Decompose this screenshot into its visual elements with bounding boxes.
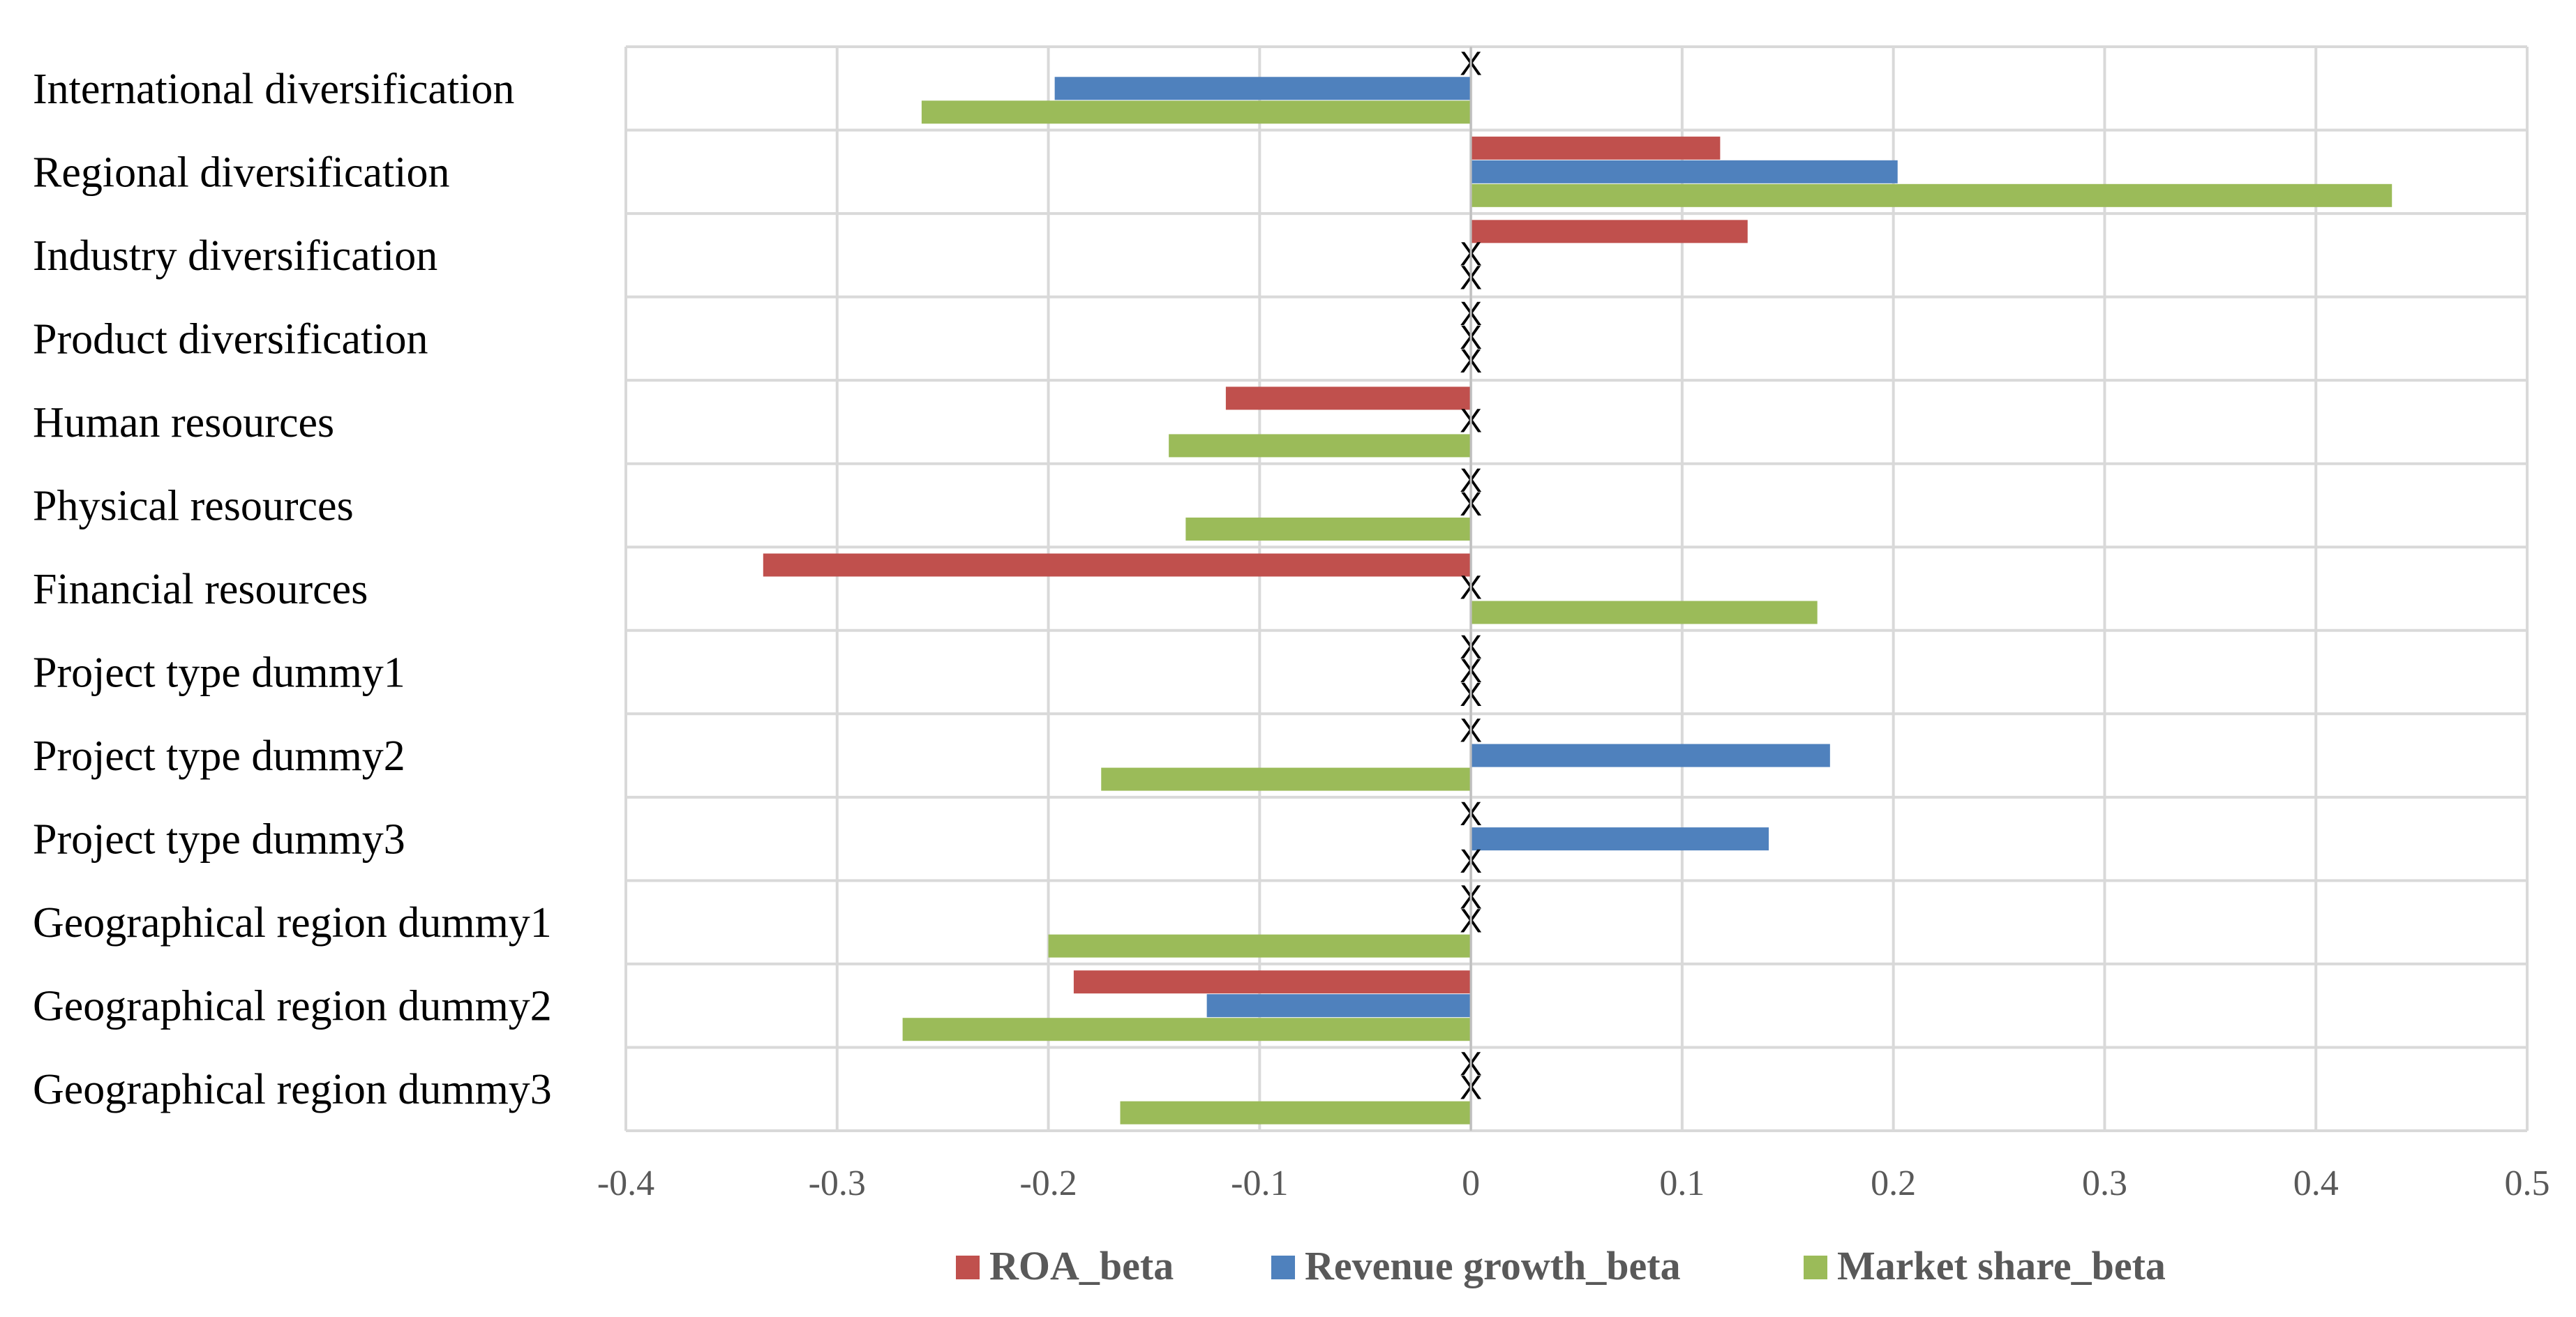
bar-market-share-beta (1471, 183, 2392, 207)
bar-market-share-beta (1048, 934, 1472, 958)
bar-market-share-beta (1185, 517, 1472, 541)
category-label: Physical resources (33, 482, 354, 529)
bar-roa-beta (763, 553, 1472, 577)
category-label: Project type dummy2 (33, 732, 405, 780)
category-label: Project type dummy1 (33, 649, 405, 697)
legend-swatch (1271, 1256, 1295, 1279)
category-label: Geographical region dummy1 (33, 899, 552, 947)
x-tick-label: 0.5 (2505, 1164, 2550, 1203)
bar-market-share-beta (902, 1018, 1472, 1041)
bar-market-share-beta (1169, 434, 1472, 458)
category-label: Geographical region dummy3 (33, 1066, 552, 1113)
x-tick-label: -0.3 (809, 1164, 866, 1203)
bar-revenue-growth-beta (1054, 77, 1472, 100)
x-tick-label: -0.1 (1231, 1164, 1288, 1203)
category-label: Project type dummy3 (33, 816, 405, 864)
bar-revenue-growth-beta (1206, 994, 1472, 1018)
bar-revenue-growth-beta (1471, 744, 1830, 767)
legend-label: Revenue growth_beta (1305, 1243, 1681, 1288)
category-label: Product diversification (33, 315, 428, 363)
bar-market-share-beta (1471, 601, 1818, 624)
legend-swatch (956, 1256, 980, 1279)
x-tick-label: 0.1 (1659, 1164, 1705, 1203)
category-label: Human resources (33, 399, 334, 446)
x-tick-label: 0 (1462, 1164, 1480, 1203)
bar-revenue-growth-beta (1471, 160, 1898, 183)
bar-market-share-beta (1120, 1101, 1472, 1124)
bar-roa-beta (1471, 220, 1748, 243)
category-label: Industry diversification (33, 232, 437, 280)
x-tick-label: 0.2 (1871, 1164, 1916, 1203)
x-tick-label: 0.3 (2082, 1164, 2127, 1203)
category-label: International diversification (33, 66, 514, 113)
category-label: Regional diversification (33, 149, 449, 196)
legend-label: Market share_beta (1837, 1243, 2166, 1288)
legend-swatch (1804, 1256, 1827, 1279)
category-label: Financial resources (33, 566, 368, 613)
x-tick-label: 0.4 (2293, 1164, 2339, 1203)
bar-market-share-beta (921, 100, 1472, 124)
bar-roa-beta (1073, 970, 1472, 994)
bar-market-share-beta (1101, 767, 1472, 791)
bar-roa-beta (1225, 386, 1472, 410)
x-tick-label: -0.4 (597, 1164, 654, 1203)
category-label: Geographical region dummy2 (33, 983, 552, 1030)
bar-revenue-growth-beta (1471, 827, 1769, 851)
bar-roa-beta (1471, 136, 1721, 160)
x-tick-label: -0.2 (1019, 1164, 1077, 1203)
legend-label: ROA_beta (989, 1243, 1174, 1288)
